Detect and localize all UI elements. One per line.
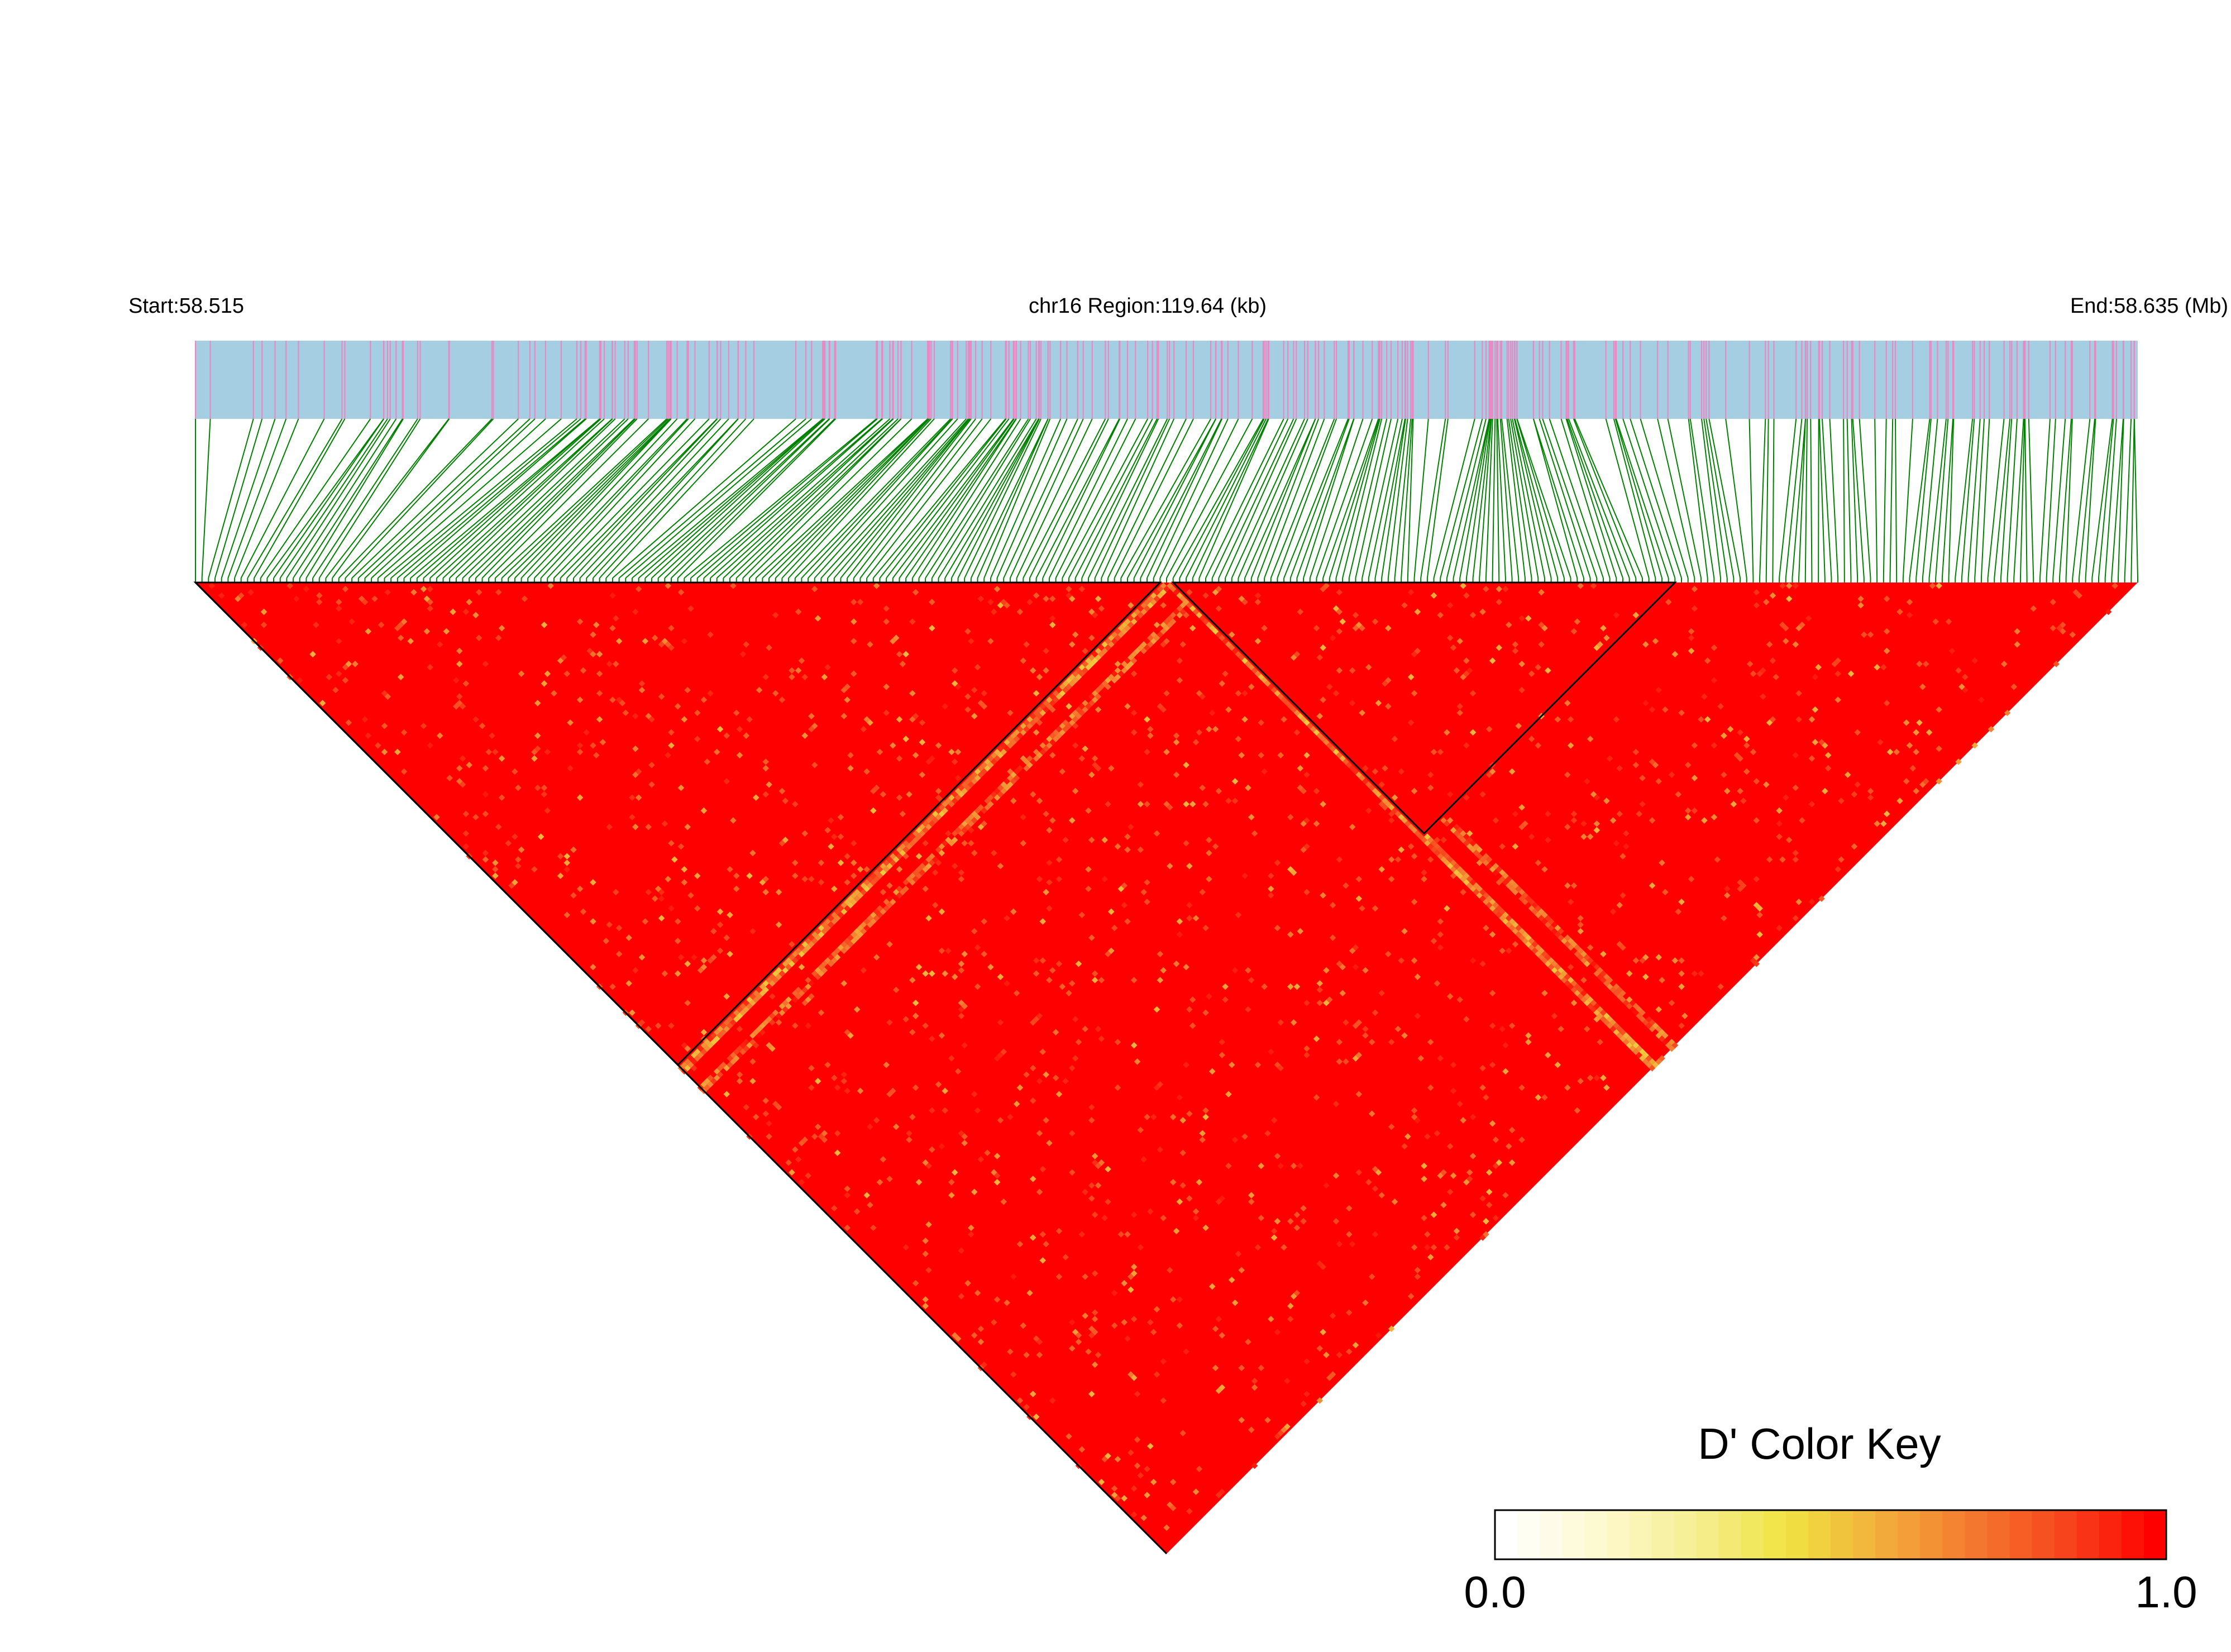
- color-key-step: [1517, 1510, 1540, 1559]
- color-key-step: [1495, 1510, 1518, 1559]
- color-key-step: [1719, 1510, 1742, 1559]
- color-key-step: [1808, 1510, 1831, 1559]
- color-key-step: [1540, 1510, 1563, 1559]
- color-key-step: [1741, 1510, 1764, 1559]
- color-key-scale: [1495, 1510, 2167, 1559]
- color-key-step: [2144, 1510, 2167, 1559]
- color-key-step: [1562, 1510, 1585, 1559]
- color-key-step: [1987, 1510, 2010, 1559]
- color-key-step: [1786, 1510, 1809, 1559]
- color-key-step: [1875, 1510, 1898, 1559]
- snp-connector-line: [1818, 419, 1819, 578]
- color-key-step: [1942, 1510, 1965, 1559]
- color-key-step: [1651, 1510, 1674, 1559]
- color-key-step: [1831, 1510, 1853, 1559]
- color-key-max-label: 1.0: [2135, 1567, 2197, 1617]
- end-label: End:58.635 (Mb): [2070, 294, 2228, 318]
- color-key-step: [1697, 1510, 1719, 1559]
- color-key-step: [1674, 1510, 1697, 1559]
- snp-position-track: [195, 341, 2138, 419]
- color-key-step: [1965, 1510, 1988, 1559]
- color-key-step: [2122, 1510, 2144, 1559]
- color-key-title: D' Color Key: [1698, 1419, 1941, 1468]
- color-key-step: [1920, 1510, 1943, 1559]
- color-key-min-label: 0.0: [1464, 1567, 1526, 1617]
- color-key-step: [2055, 1510, 2077, 1559]
- color-key-step: [1853, 1510, 1876, 1559]
- color-key-step: [2099, 1510, 2122, 1559]
- color-key-step: [1584, 1510, 1607, 1559]
- color-key-step: [1629, 1510, 1652, 1559]
- color-key-step: [1607, 1510, 1630, 1559]
- color-key-step: [2032, 1510, 2055, 1559]
- color-key-step: [2010, 1510, 2033, 1559]
- color-key-step: [2077, 1510, 2100, 1559]
- color-key-step: [1898, 1510, 1921, 1559]
- region-label: chr16 Region:119.64 (kb): [1029, 294, 1267, 318]
- color-key-step: [1764, 1510, 1786, 1559]
- start-label: Start:58.515: [128, 294, 244, 318]
